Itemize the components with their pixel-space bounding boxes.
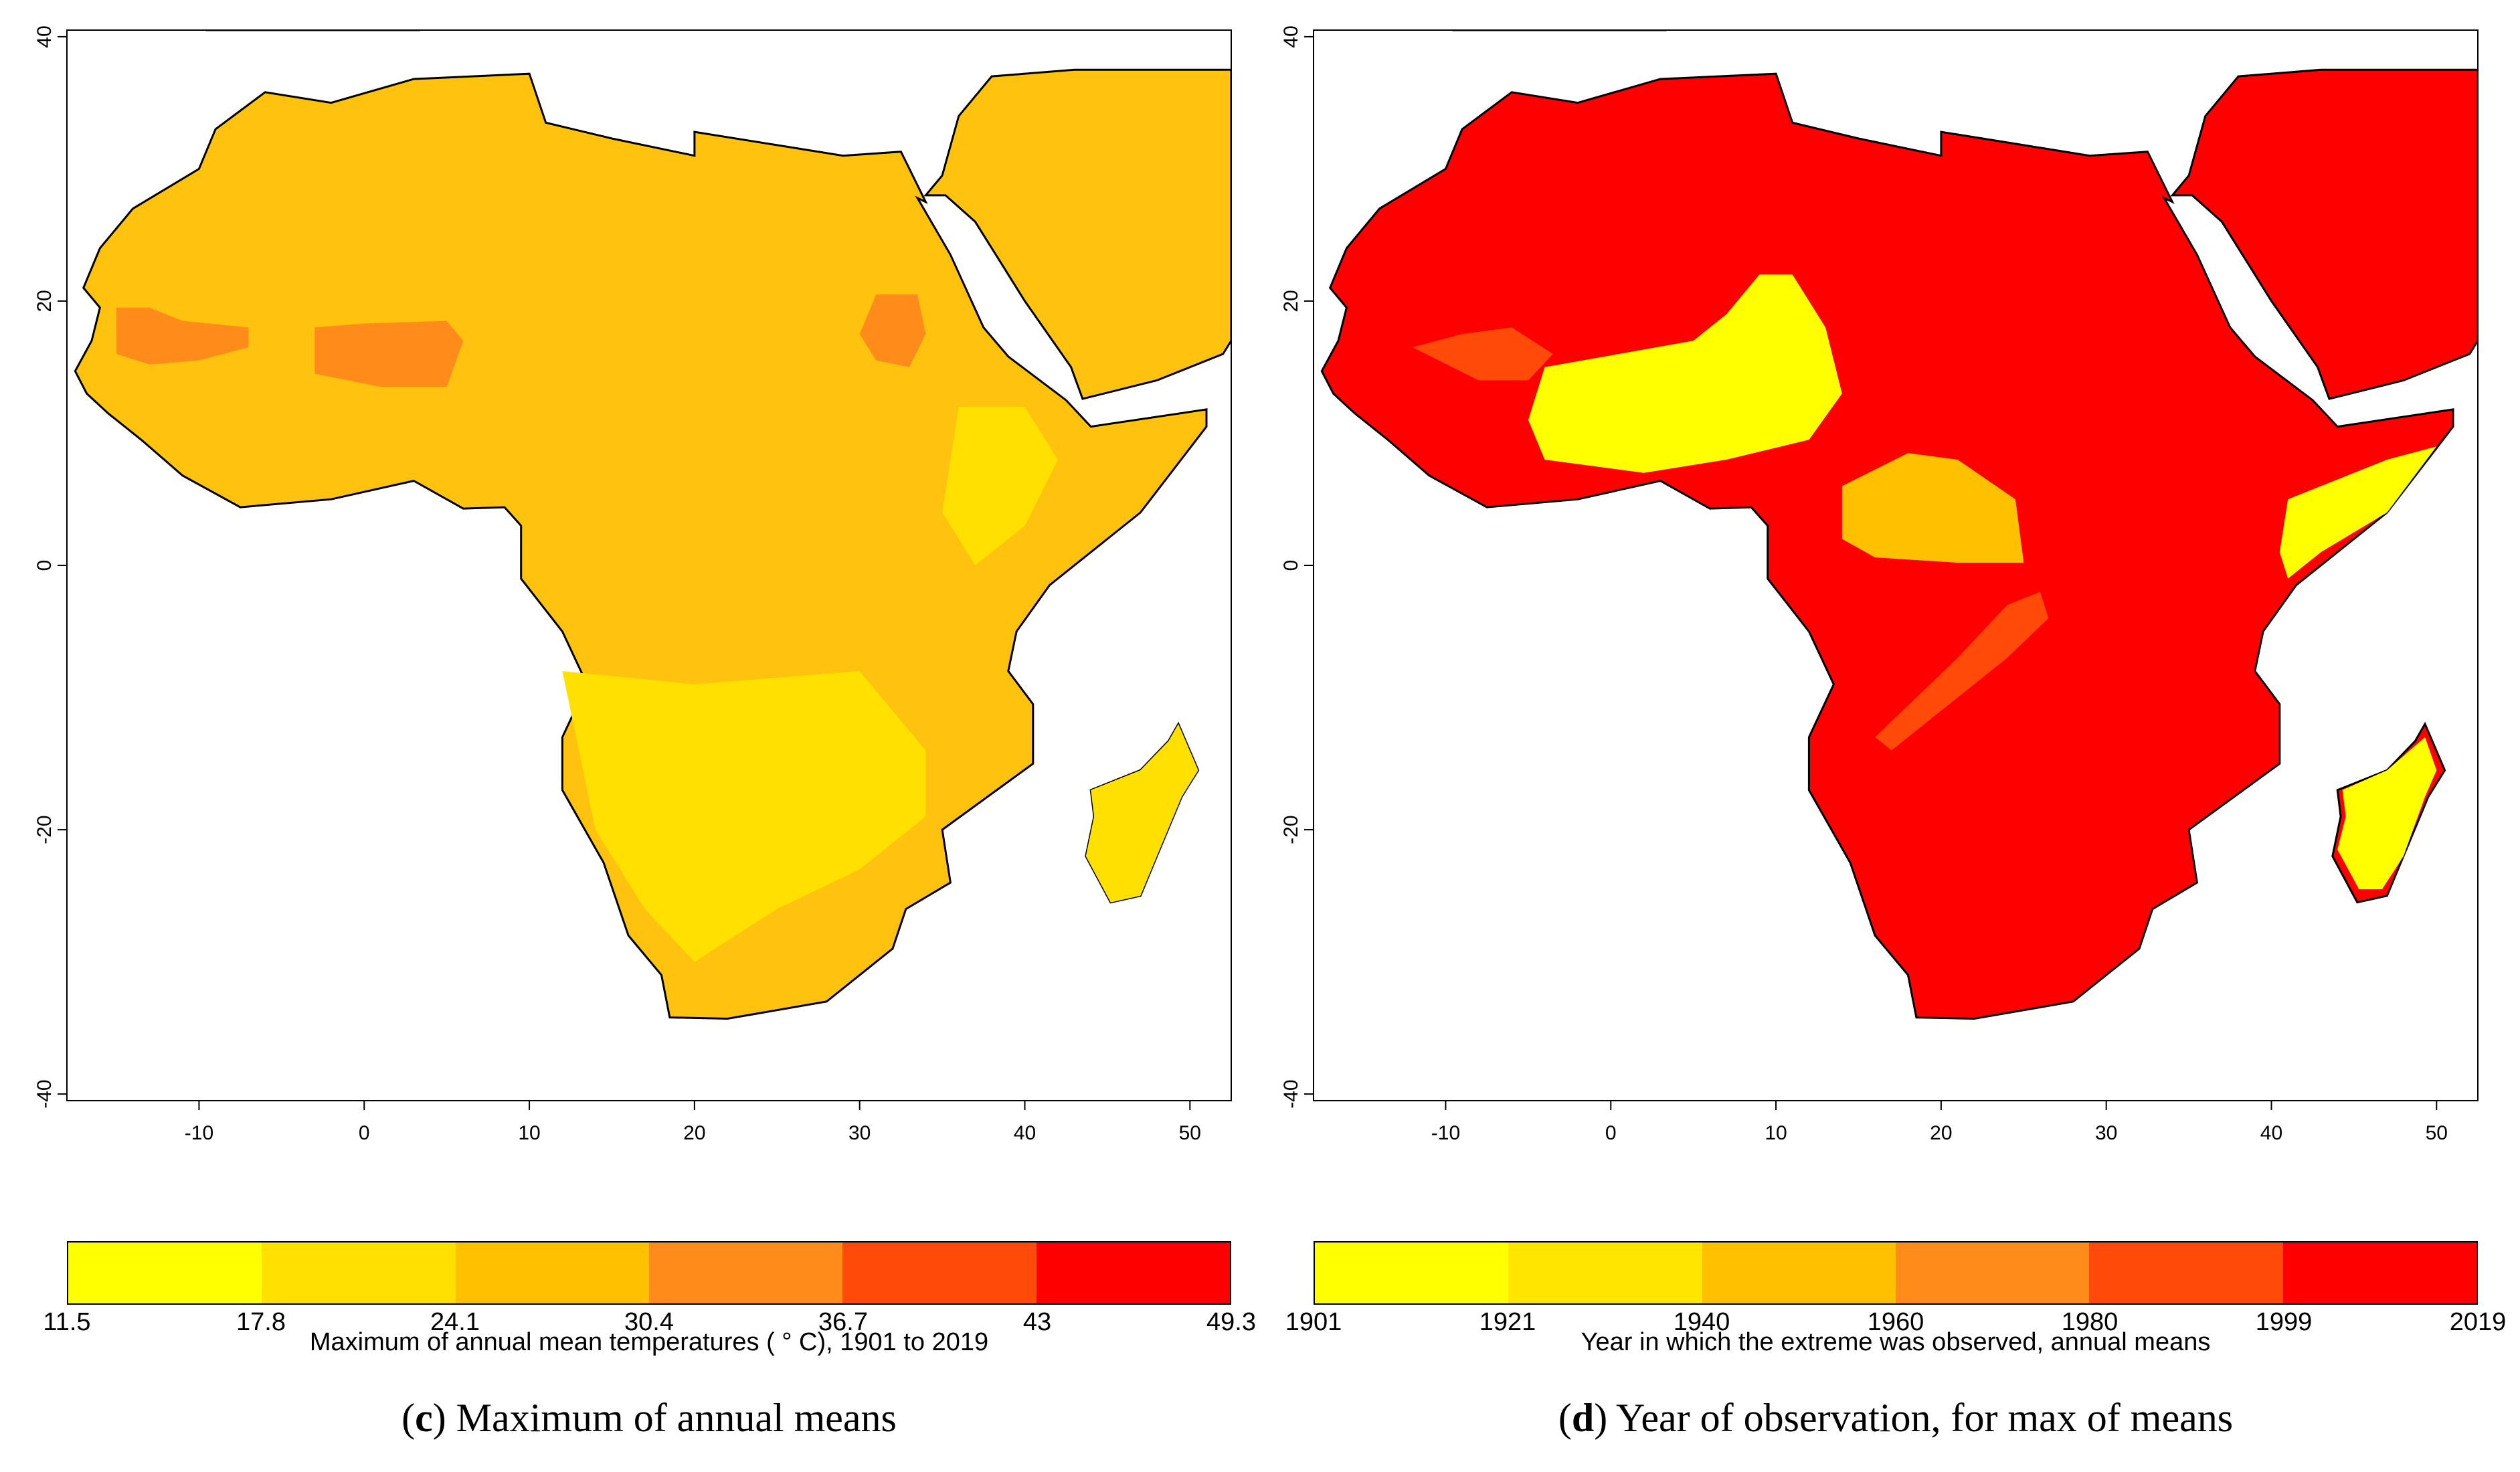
x-tick-label: -10 [1431,1122,1460,1144]
caption-c: (c) Maximum of annual means [401,1396,897,1440]
colorbar-segment [68,1243,262,1303]
colorbar-tick-label: 43 [1022,1308,1052,1336]
mild-zone-east-c [942,407,1058,565]
arabia-land-d [2170,68,2478,400]
colorbar-c [67,1241,1231,1305]
x-tick-label: 0 [359,1122,370,1144]
y-tick-label: 0 [1280,560,1302,571]
y-tick-label: 20 [1280,290,1302,312]
colorbar-tick-label: 30.4 [624,1308,674,1336]
caption-d: (d) Year of observation, for max of mean… [1558,1396,2234,1440]
y-tick-label: -40 [1280,1079,1302,1108]
caption-text-d: Year of observation, for max of means [1616,1396,2234,1440]
colorbar-tick-label: 1980 [2061,1308,2119,1336]
colorbar-tick-label: 1940 [1673,1308,1730,1336]
map-layer-c [74,30,1231,1020]
colorbar-segment [1702,1243,1896,1303]
x-tick-label: 50 [1179,1122,1201,1144]
cool-zone-madagascar-c [1085,724,1198,903]
x-axis-d: -10 0 10 20 30 40 50 [1431,1101,2448,1144]
colorbar-tick-label: 17.8 [236,1308,286,1336]
colorbar-segment [2282,1243,2477,1303]
colorbar-segment [455,1243,649,1303]
map-d: -10 0 10 20 30 40 50 40 20 0 -20 -40 [1280,25,2479,1144]
colorbar-segment [1508,1243,1702,1303]
early-zone-madagascar-d [2337,737,2437,889]
panel-c: -10 0 10 20 30 40 50 40 20 0 -20 -40 11.5 17.8 24.1 3… [33,25,1256,1440]
y-tick-label: 40 [33,25,56,48]
colorbar-tick-label: 2019 [2449,1308,2507,1336]
colorbar-segment [648,1243,843,1303]
hot-zone-west-c [116,307,249,365]
x-tick-label: 10 [1765,1122,1787,1144]
colorbar-segment [1895,1243,2090,1303]
x-tick-label: 40 [1014,1122,1036,1144]
x-tick-label: 50 [2426,1122,2448,1144]
colorbar-tick-label: 11.5 [43,1308,91,1336]
x-tick-label: 10 [518,1122,540,1144]
colorbar-tick-label: 24.1 [430,1308,480,1336]
colorbar-title-d: Year in which the extreme was observed, … [1581,1328,2211,1356]
hot-zone-sudan-c [859,294,926,367]
colorbar-segment [1036,1243,1230,1303]
colorbar-segment [2089,1243,2283,1303]
colorbar-tick-label: 1921 [1479,1308,1536,1336]
early-zone-sahel-d [1528,274,1842,473]
x-tick-label: 20 [683,1122,705,1144]
panel-d: -10 0 10 20 30 40 50 40 20 0 -20 -40 1901 1921 1940 1… [1260,0,2520,1472]
caption-text-c: Maximum of annual means [456,1396,897,1440]
x-tick-label: 40 [2260,1122,2282,1144]
colorbar-title-c: Maximum of annual mean temperatures ( ° … [309,1328,989,1356]
caption-letter-c: c [415,1396,433,1440]
arabia-land-c [923,68,1231,400]
x-tick-label: 20 [1930,1122,1952,1144]
map-c: -10 0 10 20 30 40 50 40 20 0 -20 -40 [33,25,1232,1144]
late-zone-west-d [1413,327,1553,381]
colorbar-segment [1315,1243,1509,1303]
x-tick-label: 30 [2095,1122,2117,1144]
x-tick-label: 30 [848,1122,871,1144]
colorbar-segment [262,1243,456,1303]
y-tick-label: 40 [1280,25,1302,48]
colorbar-d [1314,1241,2478,1305]
hot-zone-central-c [314,320,464,387]
colorbar-tick-label: 36.7 [818,1308,868,1336]
europe-land-d [1452,30,1667,31]
map-layer-d [1320,30,2478,1020]
mild-zone-south-c [562,671,926,962]
early-zone-somalia-d [2279,446,2437,579]
x-axis-c: -10 0 10 20 30 40 50 [185,1101,1201,1144]
colorbar-tick-label: 49.3 [1206,1308,1256,1336]
colorbar-tick-label: 1901 [1285,1308,1342,1336]
y-tick-label: -40 [33,1079,56,1108]
late-zone-band-d [1875,591,2049,751]
y-axis-c: 40 20 0 -20 -40 [33,25,67,1109]
y-tick-label: 0 [33,560,56,571]
y-axis-d: 40 20 0 -20 -40 [1280,25,1314,1109]
y-tick-label: 20 [33,290,56,312]
caption-letter-d: d [1571,1396,1595,1440]
europe-land-c [205,30,420,31]
x-tick-label: 0 [1605,1122,1617,1144]
colorbar-segment [842,1243,1037,1303]
y-tick-label: -20 [1280,815,1302,844]
colorbar-tick-label: 1960 [1867,1308,1924,1336]
colorbar-tick-label: 1999 [2255,1308,2313,1336]
y-tick-label: -20 [33,815,56,844]
mid-zone-congo-d [1841,453,2024,563]
x-tick-label: -10 [185,1122,213,1144]
